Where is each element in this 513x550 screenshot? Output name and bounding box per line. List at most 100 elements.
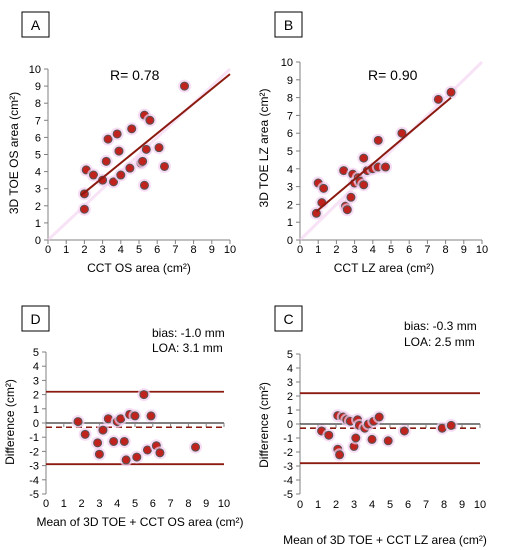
y-tick-label-d: -4 bbox=[29, 475, 39, 487]
data-point-b bbox=[346, 192, 356, 202]
y-tick-label-c: -2 bbox=[283, 447, 293, 459]
x-tick-label-a: 0 bbox=[45, 244, 51, 256]
y-tick-label-c: 0 bbox=[287, 419, 293, 431]
bias-annotation-d: bias: -1.0 mm bbox=[152, 326, 225, 340]
data-point-a bbox=[114, 146, 124, 156]
y-tick-label-b: 10 bbox=[281, 57, 293, 69]
loa-annotation-d: LOA: 3.1 mm bbox=[152, 341, 223, 355]
data-point-c bbox=[367, 434, 377, 444]
data-point-d bbox=[93, 438, 103, 448]
data-point-a bbox=[112, 129, 122, 139]
regression-line-a bbox=[80, 73, 231, 197]
data-point-d bbox=[191, 442, 201, 452]
x-tick-label-d: 4 bbox=[114, 498, 120, 510]
data-point-c bbox=[399, 426, 409, 436]
y-tick-label-b: 4 bbox=[287, 164, 293, 176]
x-tick-label-b: 5 bbox=[388, 244, 394, 256]
x-tick-label-d: 8 bbox=[185, 498, 191, 510]
data-point-b bbox=[359, 180, 369, 190]
x-tick-label-b: 10 bbox=[476, 244, 488, 256]
y-tick-label-a: 4 bbox=[35, 167, 41, 179]
x-tick-label-c: 9 bbox=[459, 499, 465, 511]
x-tick-label-c: 7 bbox=[423, 499, 429, 511]
data-point-c bbox=[351, 433, 361, 443]
y-tick-label-d: 3 bbox=[33, 375, 39, 387]
data-point-a bbox=[139, 180, 149, 190]
x-tick-label-c: 0 bbox=[297, 499, 303, 511]
x-tick-label-d: 7 bbox=[168, 498, 174, 510]
y-tick-label-a: 10 bbox=[29, 64, 41, 76]
panel-label-b: B bbox=[284, 17, 293, 33]
y-tick-label-c: 3 bbox=[287, 377, 293, 389]
x-tick-label-b: 6 bbox=[406, 244, 412, 256]
data-point-a bbox=[159, 161, 169, 171]
y-tick-label-b: 1 bbox=[287, 217, 293, 229]
x-tick-label-b: 2 bbox=[333, 244, 339, 256]
y-tick-label-a: 2 bbox=[35, 201, 41, 213]
data-point-a bbox=[116, 170, 126, 180]
data-point-b bbox=[381, 162, 391, 172]
x-tick-label-a: 3 bbox=[100, 244, 106, 256]
x-tick-label-b: 0 bbox=[297, 244, 303, 256]
y-tick-label-b: 3 bbox=[287, 182, 293, 194]
y-tick-label-c: 1 bbox=[287, 405, 293, 417]
x-tick-label-d: 6 bbox=[150, 498, 156, 510]
data-point-d bbox=[155, 448, 165, 458]
x-tick-label-d: 10 bbox=[218, 498, 230, 510]
y-axis-title-a: 3D TOE OS area (cm²) bbox=[7, 92, 21, 214]
x-axis-title-b: CCT LZ area (cm²) bbox=[334, 261, 434, 275]
data-point-d bbox=[121, 455, 131, 465]
x-tick-label-c: 4 bbox=[369, 499, 375, 511]
data-point-c bbox=[335, 450, 345, 460]
x-tick-label-c: 3 bbox=[351, 499, 357, 511]
y-tick-label-a: 1 bbox=[35, 218, 41, 230]
x-tick-label-a: 8 bbox=[191, 244, 197, 256]
y-tick-label-a: 6 bbox=[35, 132, 41, 144]
y-tick-label-b: 2 bbox=[287, 199, 293, 211]
y-tick-label-a: 3 bbox=[35, 184, 41, 196]
data-point-a bbox=[103, 134, 113, 144]
y-tick-label-d: -1 bbox=[29, 432, 39, 444]
data-point-d bbox=[98, 425, 108, 435]
x-tick-label-c: 6 bbox=[405, 499, 411, 511]
y-tick-label-b: 6 bbox=[287, 128, 293, 140]
y-axis-title-b: 3D TOE LZ area (cm²) bbox=[257, 89, 271, 208]
y-tick-label-b: 0 bbox=[287, 235, 293, 247]
data-point-d bbox=[119, 436, 129, 446]
x-tick-label-b: 7 bbox=[424, 244, 430, 256]
x-tick-label-a: 9 bbox=[209, 244, 215, 256]
x-tick-label-d: 1 bbox=[61, 498, 67, 510]
y-tick-label-a: 9 bbox=[35, 81, 41, 93]
bias-annotation-c: bias: -0.3 mm bbox=[404, 319, 477, 333]
data-point-b bbox=[446, 87, 456, 97]
x-tick-label-a: 1 bbox=[63, 244, 69, 256]
x-tick-label-c: 10 bbox=[474, 499, 486, 511]
x-tick-label-b: 8 bbox=[443, 244, 449, 256]
y-tick-label-b: 9 bbox=[287, 75, 293, 87]
data-point-c bbox=[374, 412, 384, 422]
x-tick-label-a: 2 bbox=[81, 244, 87, 256]
panel-d: D bias: -1.0 mm LOA: 3.1 mm 543210-1-2-3… bbox=[3, 305, 244, 529]
data-point-a bbox=[138, 156, 148, 166]
y-tick-label-c: -1 bbox=[283, 433, 293, 445]
x-axis-title-c: Mean of 3D TOE + CCT LZ area (cm²) bbox=[283, 533, 487, 547]
y-tick-label-c: -4 bbox=[283, 475, 293, 487]
x-tick-label-a: 7 bbox=[172, 244, 178, 256]
y-tick-label-b: 8 bbox=[287, 93, 293, 105]
data-point-a bbox=[141, 144, 151, 154]
x-tick-label-c: 2 bbox=[333, 499, 339, 511]
y-tick-label-d: 2 bbox=[33, 390, 39, 402]
identity-line-a bbox=[46, 67, 232, 242]
data-point-d bbox=[130, 411, 140, 421]
y-tick-label-d: -5 bbox=[29, 489, 39, 501]
x-tick-label-b: 3 bbox=[352, 244, 358, 256]
y-tick-label-d: -3 bbox=[29, 461, 39, 473]
regression-line-b bbox=[315, 96, 452, 213]
data-point-d bbox=[132, 452, 142, 462]
y-tick-label-c: 4 bbox=[287, 363, 293, 375]
data-point-a bbox=[89, 170, 98, 180]
